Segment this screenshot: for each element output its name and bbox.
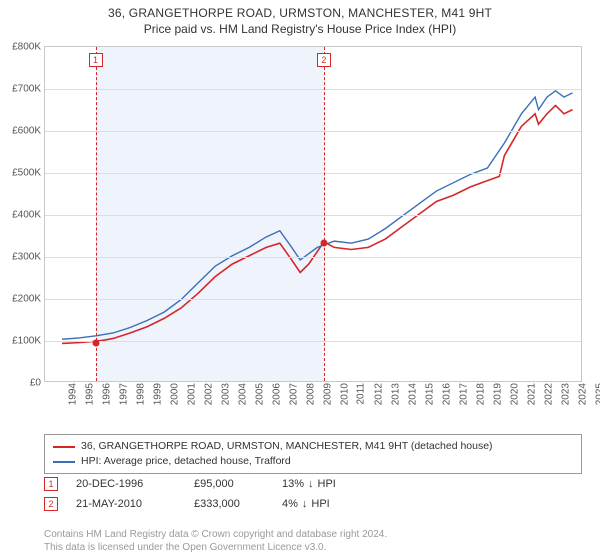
x-axis-label: 2006 bbox=[271, 383, 282, 405]
x-axis-label: 2010 bbox=[340, 383, 351, 405]
sale-marker-line bbox=[324, 47, 325, 381]
y-gridline bbox=[45, 341, 581, 342]
y-gridline bbox=[45, 215, 581, 216]
sale-delta-suffix: HPI bbox=[311, 498, 329, 510]
sale-delta-pct: 13% bbox=[282, 478, 304, 490]
plot-area: £0£100K£200K£300K£400K£500K£600K£700K£80… bbox=[44, 46, 582, 382]
legend: 36, GRANGETHORPE ROAD, URMSTON, MANCHEST… bbox=[44, 434, 582, 474]
legend-label: 36, GRANGETHORPE ROAD, URMSTON, MANCHEST… bbox=[81, 439, 493, 454]
footer-line-1: Contains HM Land Registry data © Crown c… bbox=[44, 528, 582, 541]
y-gridline bbox=[45, 257, 581, 258]
sale-price: £95,000 bbox=[194, 478, 264, 490]
y-axis-label: £0 bbox=[30, 378, 41, 389]
sale-marker-point bbox=[92, 340, 99, 347]
sale-row: 2 21-MAY-2010 £333,000 4% ↓HPI bbox=[44, 494, 582, 514]
y-axis-label: £800K bbox=[12, 42, 41, 53]
legend-swatch bbox=[53, 461, 75, 463]
x-axis-label: 2012 bbox=[374, 383, 385, 405]
x-axis-label: 2018 bbox=[476, 383, 487, 405]
x-axis-label: 2011 bbox=[356, 383, 367, 405]
x-axis-label: 2021 bbox=[527, 383, 538, 405]
x-axis-label: 1997 bbox=[118, 383, 129, 405]
x-axis-label: 2002 bbox=[203, 383, 214, 405]
y-axis-label: £100K bbox=[12, 336, 41, 347]
x-axis-label: 1996 bbox=[101, 383, 112, 405]
legend-item: 36, GRANGETHORPE ROAD, URMSTON, MANCHEST… bbox=[53, 439, 573, 454]
attribution-footer: Contains HM Land Registry data © Crown c… bbox=[44, 528, 582, 554]
x-axis-label: 2015 bbox=[425, 383, 436, 405]
x-axis-label: 1994 bbox=[67, 383, 78, 405]
x-axis-label: 2000 bbox=[169, 383, 180, 405]
sale-marker-point bbox=[320, 240, 327, 247]
y-gridline bbox=[45, 173, 581, 174]
sale-marker-box: 2 bbox=[317, 53, 331, 67]
sale-delta: 4% ↓HPI bbox=[282, 498, 372, 510]
y-gridline bbox=[45, 299, 581, 300]
sales-table: 120-DEC-1996£95,00013%↓HPI221-MAY-2010£3… bbox=[44, 474, 582, 514]
x-axis-label: 2004 bbox=[237, 383, 248, 405]
x-axis-label: 2025 bbox=[595, 383, 600, 405]
sale-delta: 13% ↓ HPI bbox=[282, 478, 372, 490]
x-axis-label: 2023 bbox=[561, 383, 572, 405]
y-axis-label: £400K bbox=[12, 210, 41, 221]
x-axis-label: 2007 bbox=[288, 383, 299, 405]
y-axis-label: £700K bbox=[12, 84, 41, 95]
x-axis-label: 2016 bbox=[442, 383, 453, 405]
sale-delta-suffix: HPI bbox=[318, 478, 336, 490]
x-axis-label: 1995 bbox=[84, 383, 95, 405]
chart: £0£100K£200K£300K£400K£500K£600K£700K£80… bbox=[44, 46, 582, 406]
sale-marker-icon: 2 bbox=[44, 497, 58, 511]
sale-date: 21-MAY-2010 bbox=[76, 498, 176, 510]
sale-marker-line bbox=[96, 47, 97, 381]
footer-line-2: This data is licensed under the Open Gov… bbox=[44, 541, 582, 554]
series-property bbox=[62, 105, 573, 343]
chart-title: 36, GRANGETHORPE ROAD, URMSTON, MANCHEST… bbox=[0, 0, 600, 38]
arrow-down-icon: ↓ bbox=[308, 478, 314, 490]
y-gridline bbox=[45, 131, 581, 132]
sale-marker-box: 1 bbox=[89, 53, 103, 67]
line-series bbox=[45, 47, 581, 381]
x-axis-label: 2003 bbox=[220, 383, 231, 405]
arrow-down-icon: ↓ bbox=[302, 498, 308, 510]
x-axis-label: 2013 bbox=[391, 383, 402, 405]
y-axis-label: £300K bbox=[12, 252, 41, 263]
title-subtitle: Price paid vs. HM Land Registry's House … bbox=[0, 22, 600, 36]
x-axis-label: 2014 bbox=[408, 383, 419, 405]
sale-delta-pct: 4% bbox=[282, 498, 298, 510]
x-axis-label: 1999 bbox=[152, 383, 163, 405]
x-axis-label: 2024 bbox=[578, 383, 589, 405]
sale-marker-icon: 1 bbox=[44, 477, 58, 491]
legend-swatch bbox=[53, 446, 75, 448]
y-axis-label: £200K bbox=[12, 294, 41, 305]
x-axis-label: 2022 bbox=[544, 383, 555, 405]
x-axis-label: 2017 bbox=[459, 383, 470, 405]
y-axis-label: £500K bbox=[12, 168, 41, 179]
legend-item: HPI: Average price, detached house, Traf… bbox=[53, 454, 573, 469]
x-axis-label: 2020 bbox=[510, 383, 521, 405]
x-axis-label: 2005 bbox=[254, 383, 265, 405]
title-address: 36, GRANGETHORPE ROAD, URMSTON, MANCHEST… bbox=[0, 6, 600, 20]
y-gridline bbox=[45, 89, 581, 90]
x-axis-label: 2001 bbox=[186, 383, 197, 405]
sale-date: 20-DEC-1996 bbox=[76, 478, 176, 490]
sale-row: 1 20-DEC-1996 £95,000 13% ↓ HPI bbox=[44, 474, 582, 494]
legend-label: HPI: Average price, detached house, Traf… bbox=[81, 454, 291, 469]
x-axis-label: 1998 bbox=[135, 383, 146, 405]
x-axis-label: 2009 bbox=[322, 383, 333, 405]
x-axis-label: 2008 bbox=[305, 383, 316, 405]
y-axis-label: £600K bbox=[12, 126, 41, 137]
x-axis-label: 2019 bbox=[493, 383, 504, 405]
sale-price: £333,000 bbox=[194, 498, 264, 510]
